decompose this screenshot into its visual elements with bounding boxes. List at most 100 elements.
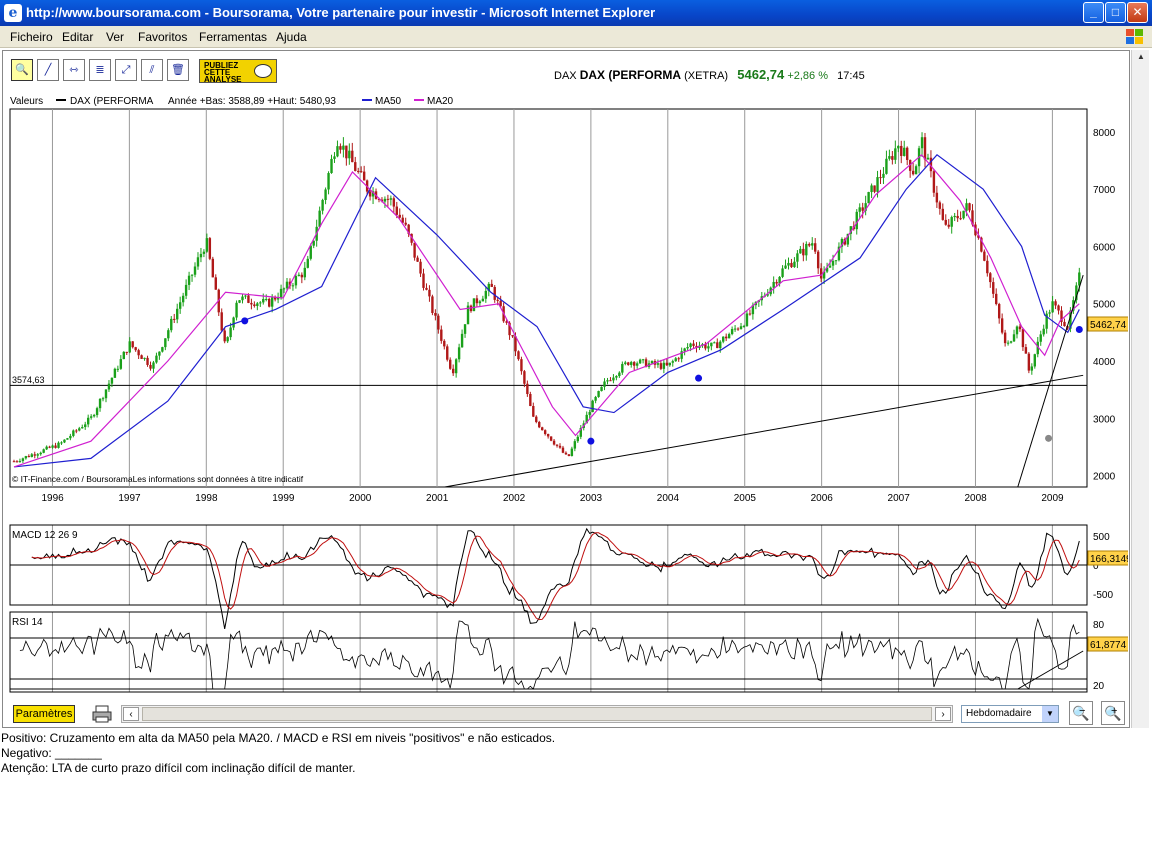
candle <box>1048 309 1051 318</box>
rsi-trendline[interactable] <box>1017 650 1084 690</box>
candle <box>1006 340 1010 346</box>
candle <box>1033 353 1036 369</box>
candle <box>704 341 707 351</box>
scroll-up-icon[interactable]: ▲ <box>1137 52 1145 61</box>
scroll-thumb[interactable] <box>142 707 932 721</box>
note-positive: Positivo: Cruzamento em alta da MA50 pel… <box>1 731 556 745</box>
candle <box>1042 324 1045 337</box>
candle <box>591 399 594 413</box>
candle <box>1060 306 1063 326</box>
candle <box>425 283 428 291</box>
candle <box>155 352 158 364</box>
channel-tool-icon[interactable]: ⤢ <box>115 59 137 81</box>
candle <box>336 140 339 158</box>
candle <box>707 341 710 353</box>
horizontal-scrollbar[interactable]: ‹ › <box>121 705 953 723</box>
candle <box>190 274 194 282</box>
magnifier-tool-icon[interactable]: 🔍 <box>11 59 33 81</box>
candle <box>297 272 301 277</box>
candle <box>66 437 69 440</box>
y-tick-label: 4000 <box>1093 357 1116 368</box>
fibonacci-tool-icon[interactable]: ≣ <box>89 59 111 81</box>
candle <box>624 360 627 366</box>
candle <box>935 185 939 208</box>
trendline[interactable] <box>444 374 1084 488</box>
x-tick-label: 2002 <box>503 493 526 504</box>
candle <box>879 169 882 185</box>
candle <box>125 351 128 356</box>
menu-ficheiro[interactable]: Ficheiro <box>10 30 53 44</box>
printer-icon[interactable] <box>91 704 113 724</box>
candle <box>324 187 327 205</box>
menu-favoritos[interactable]: Favoritos <box>138 30 188 44</box>
candle <box>730 326 734 336</box>
candle <box>211 256 215 278</box>
candle <box>460 329 464 348</box>
candle <box>908 159 912 178</box>
menu-ver[interactable]: Ver <box>106 30 125 44</box>
candle <box>238 300 241 304</box>
candle <box>12 459 16 463</box>
candle <box>914 164 918 175</box>
zoom-in-button[interactable]: 🔍 + <box>1101 701 1125 725</box>
parameters-button[interactable]: Paramètres <box>13 705 75 723</box>
candle <box>932 169 936 197</box>
close-button[interactable]: ✕ <box>1127 2 1148 23</box>
menu-editar[interactable]: Editar <box>62 30 94 44</box>
minimize-button[interactable]: _ <box>1083 2 1104 23</box>
candle <box>285 277 289 291</box>
chevron-down-icon[interactable]: ▼ <box>1042 706 1058 722</box>
candle <box>561 445 565 454</box>
publish-analysis-button[interactable]: PUBLIEZ CETTE ANALYSE <box>199 59 277 84</box>
chart-area[interactable]: Valeurs DAX (PERFORMA Année +Bas: 3588,8… <box>6 93 1128 695</box>
menu-ferramentas[interactable]: Ferramentas <box>199 30 268 44</box>
parallel-tool-icon[interactable]: ⫽ <box>141 59 163 81</box>
vertical-scrollbar[interactable]: ▲ <box>1131 50 1149 728</box>
candle <box>158 351 161 360</box>
trash-icon[interactable]: 🗑 <box>167 59 189 81</box>
candle <box>30 452 34 458</box>
candle <box>493 285 496 303</box>
candle <box>600 386 603 392</box>
candle <box>986 255 989 277</box>
menu-bar: Ficheiro Editar Ver Favoritos Ferramenta… <box>0 26 1152 48</box>
candle <box>618 371 621 378</box>
candle <box>897 145 900 153</box>
candle <box>579 425 582 440</box>
trendline[interactable] <box>1017 274 1084 488</box>
scroll-right-icon[interactable]: › <box>935 707 951 721</box>
candle <box>42 448 45 454</box>
candle <box>953 212 956 222</box>
trendline-tool-icon[interactable]: ╱ <box>37 59 59 81</box>
y-tick-label: 7000 <box>1093 185 1116 196</box>
legend-ma50: MA50 <box>375 96 402 107</box>
candle <box>208 237 212 261</box>
candle <box>873 185 876 194</box>
candle <box>457 343 461 363</box>
candle <box>632 361 636 371</box>
candle <box>398 208 401 219</box>
candle <box>900 140 903 164</box>
candle <box>926 153 930 160</box>
candle <box>638 358 642 364</box>
horizontal-line-tool-icon[interactable]: ⇿ <box>63 59 85 81</box>
candle <box>18 458 22 463</box>
candle <box>1012 329 1016 342</box>
candle <box>995 288 998 306</box>
candle <box>724 333 728 342</box>
candle <box>92 413 96 418</box>
candle <box>33 451 36 459</box>
candle <box>262 293 265 305</box>
period-select[interactable]: Hebdomadaire ▼ <box>961 705 1059 723</box>
rsi-last-label: 61,8774 <box>1087 636 1128 652</box>
zoom-out-button[interactable]: 🔍 − <box>1069 701 1093 725</box>
signal-marker <box>241 317 249 325</box>
candle <box>45 445 48 450</box>
candle <box>710 342 713 351</box>
scroll-left-icon[interactable]: ‹ <box>123 707 139 721</box>
candle <box>790 258 793 268</box>
maximize-button[interactable]: □ <box>1105 2 1126 23</box>
menu-ajuda[interactable]: Ajuda <box>276 30 307 44</box>
candle <box>1018 323 1022 332</box>
candle <box>781 265 784 279</box>
